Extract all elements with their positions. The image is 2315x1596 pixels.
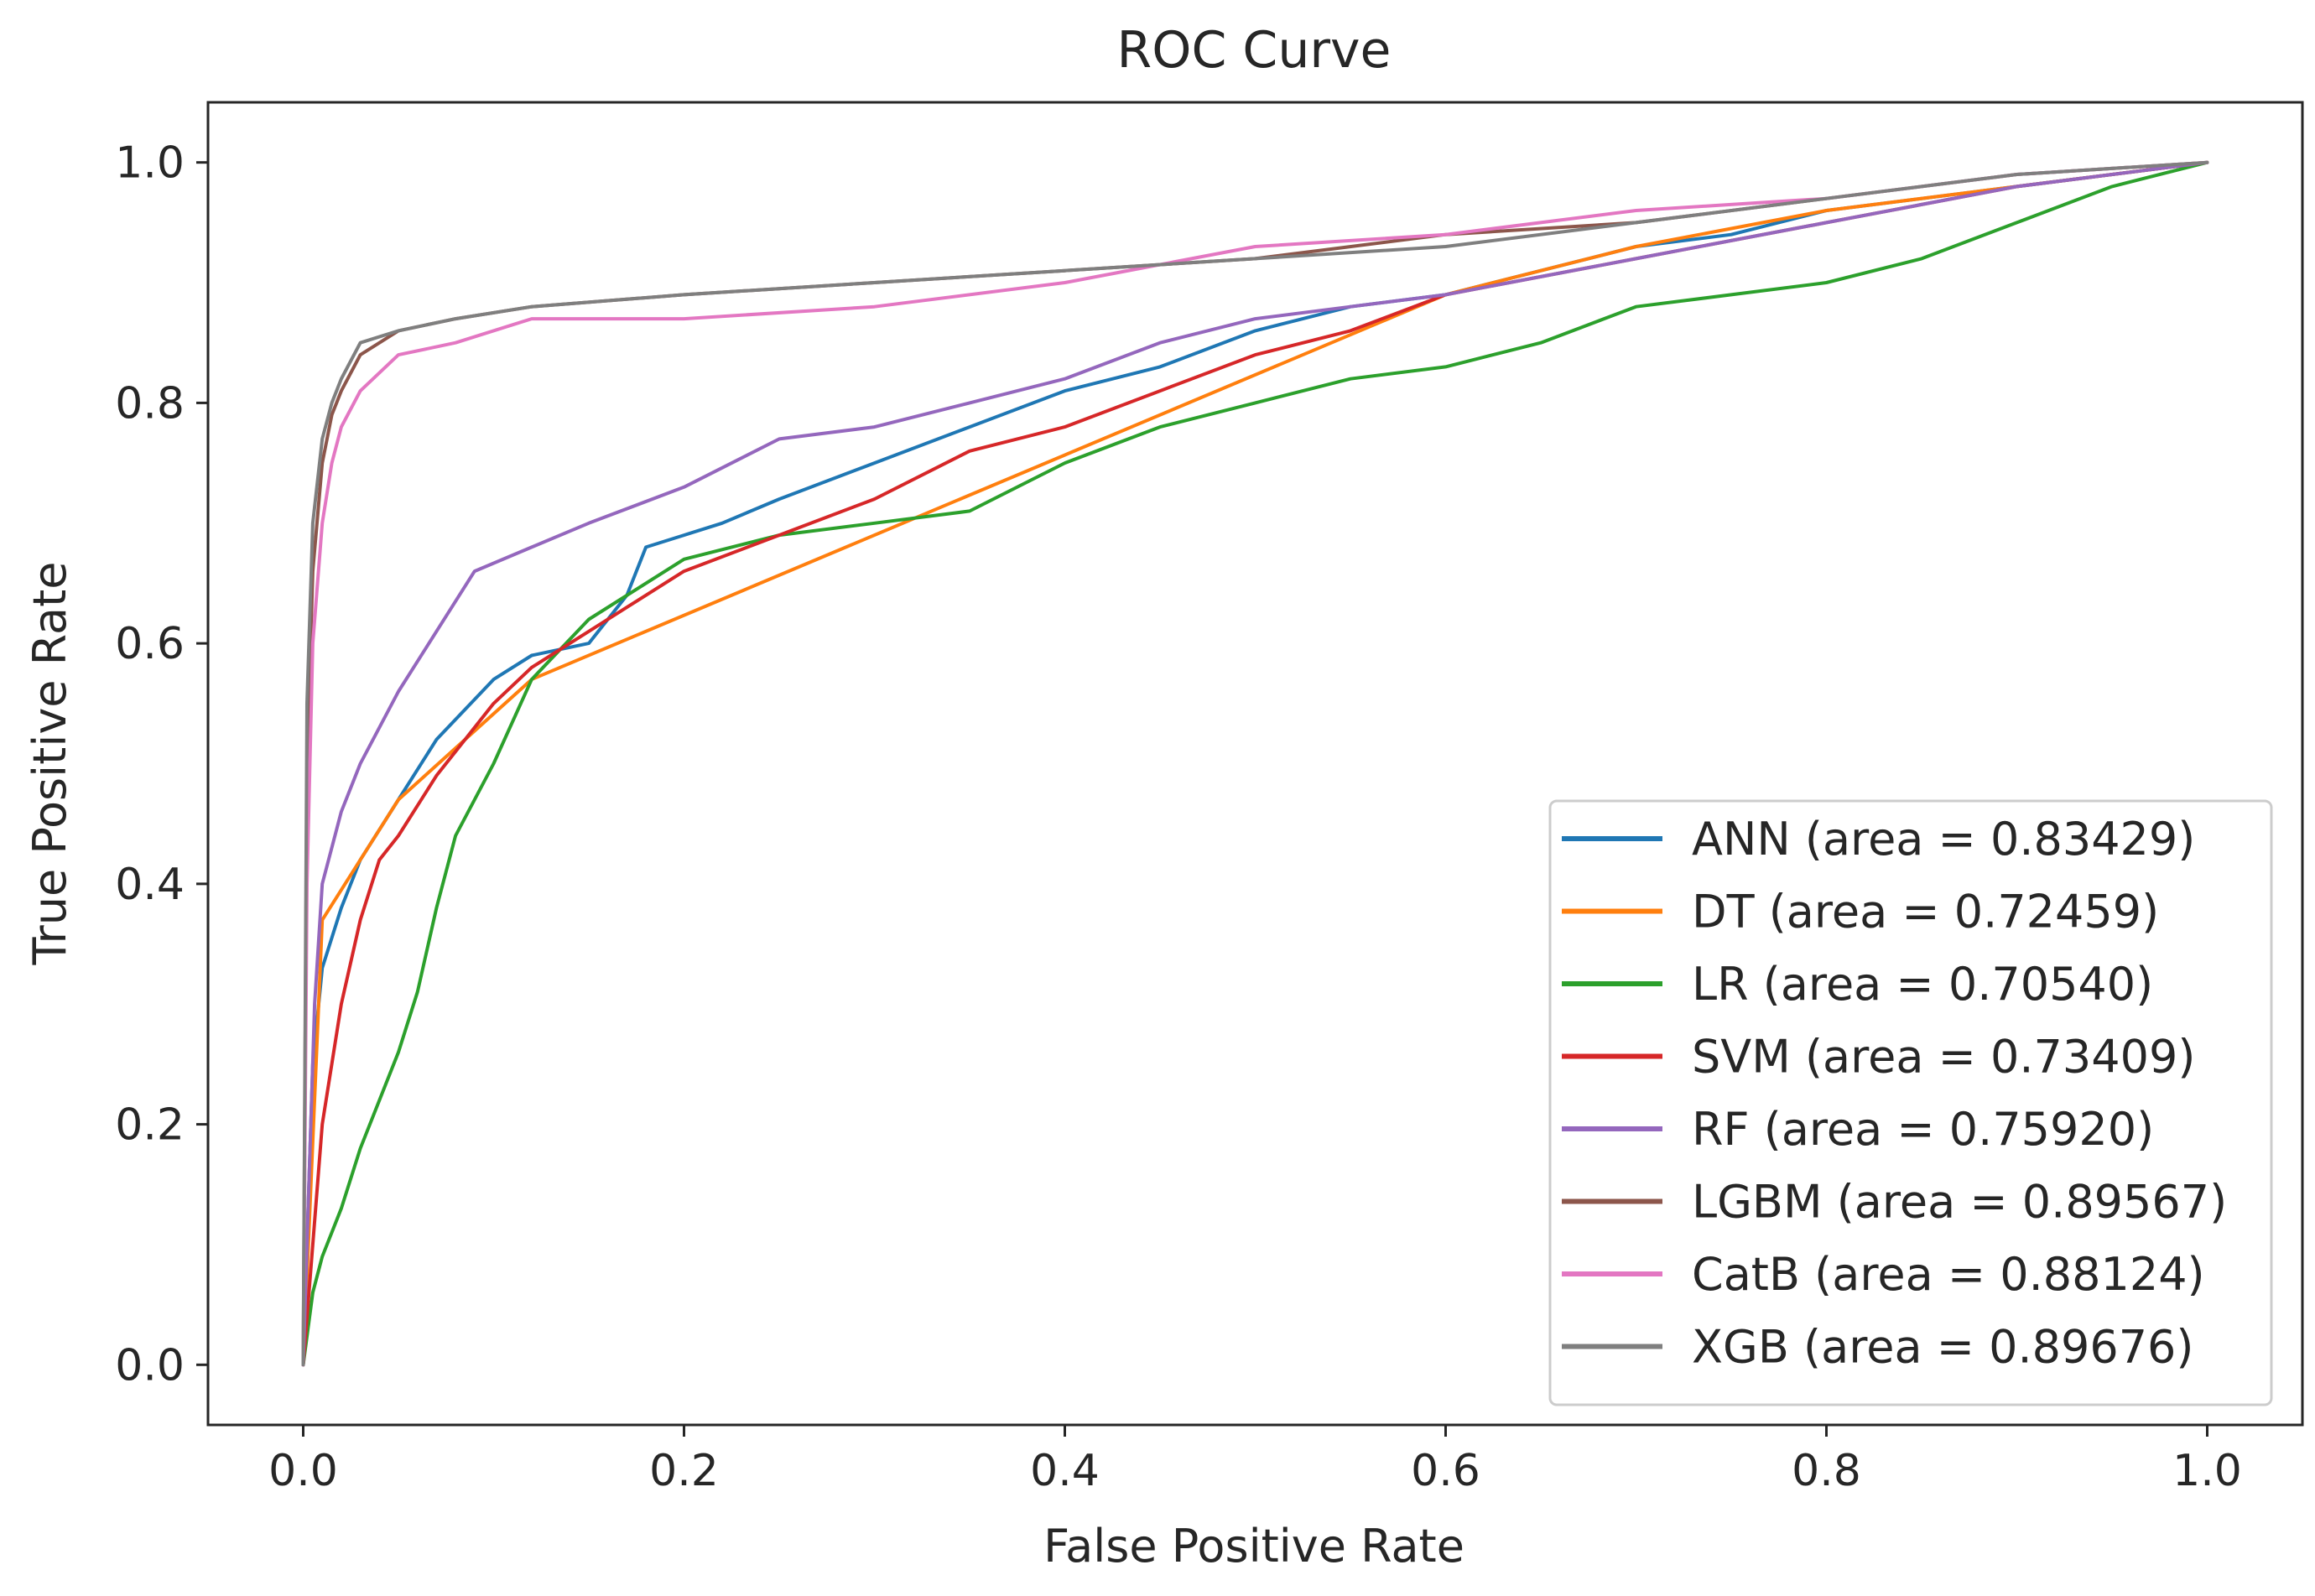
series-line-7 bbox=[301, 160, 2209, 1367]
y-tick-label: 0.4 bbox=[115, 860, 185, 910]
x-tick-label: 0.8 bbox=[1792, 1446, 1861, 1496]
legend-label: SVM (area = 0.73409) bbox=[1692, 1031, 2195, 1084]
y-axis-label: True Positive Rate bbox=[23, 561, 76, 965]
series-line-4 bbox=[301, 160, 2209, 1367]
x-tick-label: 0.4 bbox=[1030, 1446, 1100, 1496]
plot-frame bbox=[206, 101, 2304, 1427]
y-tick-label: 0.8 bbox=[115, 378, 185, 429]
legend-label: ANN (area = 0.83429) bbox=[1692, 813, 2195, 866]
series-layer bbox=[301, 160, 2209, 1367]
y-tick-label: 0.6 bbox=[115, 619, 185, 669]
legend: ANN (area = 0.83429) DT (area = 0.72459) L… bbox=[1548, 799, 2273, 1406]
x-axis: 0.0 0.2 0.4 0.6 0.8 1.0 bbox=[268, 1425, 2242, 1496]
series-line-6 bbox=[301, 160, 2209, 1367]
series-line-1 bbox=[301, 160, 2209, 1367]
legend-label: RF (area = 0.75920) bbox=[1692, 1103, 2154, 1156]
y-tick-label: 1.0 bbox=[115, 138, 185, 189]
x-axis-label: False Positive Rate bbox=[1043, 1520, 1464, 1573]
y-tick-label: 0.0 bbox=[115, 1340, 185, 1391]
x-tick-label: 0.6 bbox=[1411, 1446, 1480, 1496]
series-line-2 bbox=[301, 160, 2209, 1367]
legend-label: LGBM (area = 0.89567) bbox=[1692, 1176, 2227, 1229]
x-tick-label: 0.2 bbox=[649, 1446, 719, 1496]
legend-label: XGB (area = 0.89676) bbox=[1692, 1321, 2193, 1374]
legend-label: LR (area = 0.70540) bbox=[1692, 958, 2153, 1011]
x-tick-label: 0.0 bbox=[268, 1446, 338, 1496]
y-axis: 0.0 0.2 0.4 0.6 0.8 1.0 bbox=[115, 138, 208, 1391]
legend-label: DT (area = 0.72459) bbox=[1692, 886, 2159, 938]
chart-title: ROC Curve bbox=[1117, 21, 1392, 80]
y-tick-label: 0.2 bbox=[115, 1100, 185, 1151]
legend-box bbox=[1548, 799, 2273, 1406]
legend-label: CatB (area = 0.88124) bbox=[1692, 1248, 2205, 1301]
x-tick-label: 1.0 bbox=[2172, 1446, 2242, 1496]
